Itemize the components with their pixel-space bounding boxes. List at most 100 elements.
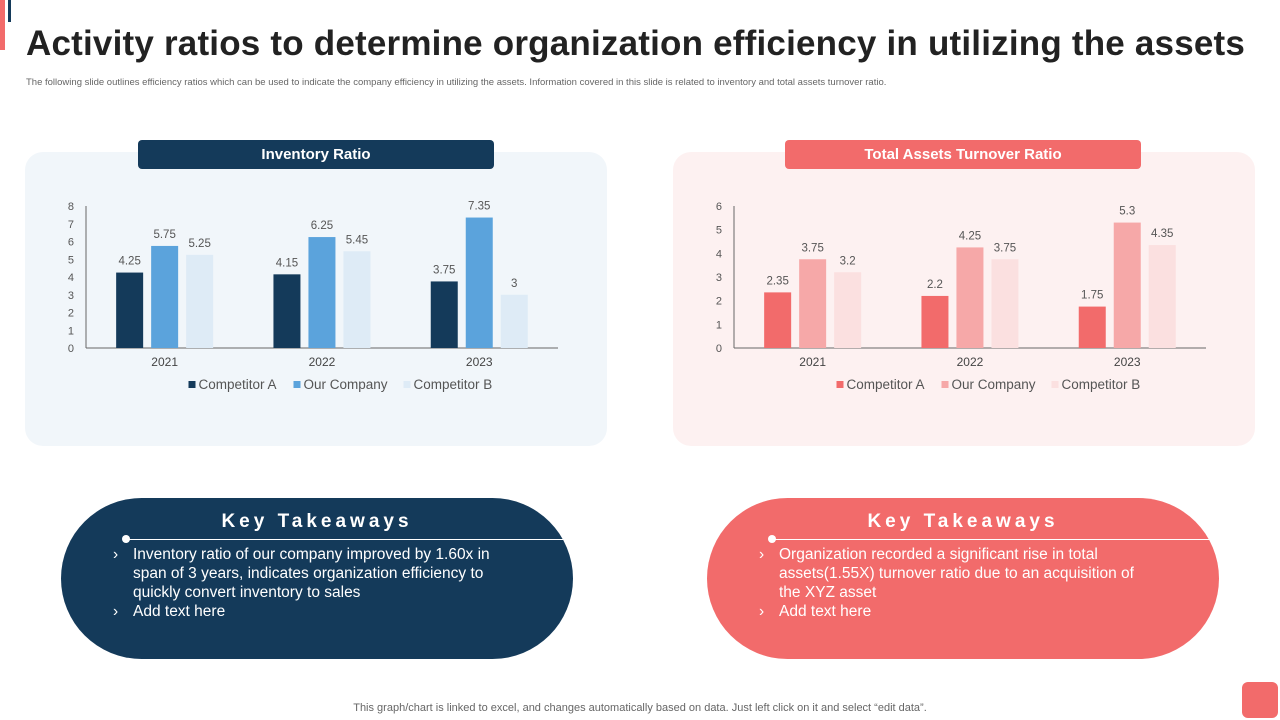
data-label: 1.75 bbox=[1081, 290, 1103, 302]
key-takeaways-title: Key Takeaways bbox=[221, 511, 413, 532]
page-title: Activity ratios to determine organizatio… bbox=[26, 24, 1246, 63]
x-tick-label: 2023 bbox=[466, 355, 493, 369]
y-tick-label: 0 bbox=[716, 343, 722, 355]
legend-swatch bbox=[941, 381, 949, 388]
takeaway-text: Add text here bbox=[133, 603, 226, 620]
chevron-right-icon: › bbox=[759, 603, 765, 620]
list-item: › Add text here bbox=[759, 602, 1159, 621]
legend-swatch bbox=[836, 381, 844, 388]
data-label: 5.45 bbox=[346, 234, 368, 246]
y-tick-label: 8 bbox=[68, 201, 74, 213]
y-tick-label: 4 bbox=[716, 248, 722, 260]
bar bbox=[500, 294, 528, 348]
takeaway-list: › Organization recorded a significant ri… bbox=[759, 545, 1159, 621]
chevron-right-icon: › bbox=[113, 603, 119, 620]
legend-label: Competitor B bbox=[414, 377, 493, 392]
bar bbox=[764, 292, 792, 348]
bar bbox=[430, 281, 458, 348]
data-label: 5.25 bbox=[188, 238, 210, 250]
divider-dot bbox=[122, 535, 130, 543]
y-tick-label: 1 bbox=[716, 319, 722, 331]
data-label: 5.3 bbox=[1119, 206, 1135, 218]
y-tick-label: 0 bbox=[68, 343, 74, 355]
chevron-right-icon: › bbox=[113, 546, 119, 563]
assets-turnover-chart[interactable]: 0 1 2 3 4 5 6 2.35 3.75 3.2 2021 2.2 4.25 3.75 2022 1.7… bbox=[673, 190, 1255, 405]
x-tick-label: 2022 bbox=[957, 355, 984, 369]
assets-turnover-title: Total Assets Turnover Ratio bbox=[785, 140, 1141, 169]
y-tick-label: 3 bbox=[68, 290, 74, 302]
takeaway-text: Organization recorded a significant rise… bbox=[779, 546, 1134, 601]
bar bbox=[116, 272, 144, 348]
bar bbox=[343, 251, 371, 348]
bar bbox=[308, 237, 336, 348]
bar bbox=[1148, 245, 1176, 348]
data-label: 6.25 bbox=[311, 220, 333, 232]
y-tick-label: 3 bbox=[716, 272, 722, 284]
key-takeaways-right: Key Takeaways › Organization recorded a … bbox=[707, 498, 1219, 659]
accent-bar-secondary bbox=[8, 0, 11, 22]
y-tick-label: 6 bbox=[68, 237, 74, 249]
y-tick-label: 6 bbox=[716, 201, 722, 213]
y-tick-label: 4 bbox=[68, 272, 74, 284]
bar bbox=[151, 245, 179, 348]
data-label: 7.35 bbox=[468, 201, 490, 213]
data-label: 3.75 bbox=[994, 242, 1016, 254]
bar bbox=[799, 259, 827, 348]
divider bbox=[125, 539, 563, 540]
y-tick-label: 1 bbox=[68, 325, 74, 337]
data-label: 3.2 bbox=[840, 255, 856, 267]
footer-note: This graph/chart is linked to excel, and… bbox=[353, 702, 927, 714]
legend-label: Competitor B bbox=[1062, 377, 1141, 392]
bar bbox=[186, 254, 214, 348]
bar bbox=[273, 274, 301, 348]
list-item: › Organization recorded a significant ri… bbox=[759, 545, 1159, 602]
data-label: 3.75 bbox=[801, 242, 823, 254]
x-tick-label: 2023 bbox=[1114, 355, 1141, 369]
y-tick-label: 5 bbox=[68, 254, 74, 266]
legend-label: Competitor A bbox=[847, 377, 925, 392]
data-label: 4.15 bbox=[276, 257, 298, 269]
legend-label: Our Company bbox=[952, 377, 1036, 392]
bar bbox=[991, 259, 1019, 348]
bar bbox=[1078, 306, 1106, 348]
data-label: 5.75 bbox=[153, 229, 175, 241]
inventory-ratio-title: Inventory Ratio bbox=[138, 140, 494, 169]
data-label: 3.75 bbox=[433, 264, 455, 276]
y-tick-label: 2 bbox=[716, 296, 722, 308]
legend-label: Our Company bbox=[304, 377, 388, 392]
accent-bar bbox=[0, 0, 5, 50]
data-label: 4.25 bbox=[118, 256, 140, 268]
takeaway-text: Inventory ratio of our company improved … bbox=[133, 546, 490, 601]
divider-dot bbox=[768, 535, 776, 543]
takeaway-text: Add text here bbox=[779, 603, 872, 620]
data-label: 3 bbox=[511, 278, 517, 290]
bar bbox=[921, 295, 949, 348]
bar bbox=[465, 217, 493, 348]
divider bbox=[771, 539, 1209, 540]
bar bbox=[956, 247, 984, 348]
takeaway-list: › Inventory ratio of our company improve… bbox=[113, 545, 513, 621]
corner-button[interactable] bbox=[1242, 682, 1278, 718]
chevron-right-icon: › bbox=[759, 546, 765, 563]
data-label: 2.2 bbox=[927, 279, 943, 291]
legend-swatch bbox=[403, 381, 411, 388]
y-tick-label: 2 bbox=[68, 308, 74, 320]
list-item: › Add text here bbox=[113, 602, 513, 621]
bar bbox=[1113, 222, 1141, 348]
legend-label: Competitor A bbox=[199, 377, 277, 392]
y-tick-label: 7 bbox=[68, 219, 74, 231]
list-item: › Inventory ratio of our company improve… bbox=[113, 545, 513, 602]
x-tick-label: 2021 bbox=[799, 355, 826, 369]
page-subtitle: The following slide outlines efficiency … bbox=[26, 77, 887, 88]
y-tick-label: 5 bbox=[716, 225, 722, 237]
bar bbox=[834, 272, 862, 348]
legend-swatch bbox=[1051, 381, 1059, 388]
key-takeaways-left: Key Takeaways › Inventory ratio of our c… bbox=[61, 498, 573, 659]
inventory-ratio-chart[interactable]: 0 1 2 3 4 5 6 7 8 4.25 5.75 5.25 2021 4.15 6.25 5.45 202… bbox=[25, 190, 607, 405]
x-tick-label: 2022 bbox=[309, 355, 336, 369]
data-label: 4.25 bbox=[959, 230, 981, 242]
legend-swatch bbox=[293, 381, 301, 388]
data-label: 4.35 bbox=[1151, 228, 1173, 240]
data-label: 2.35 bbox=[766, 275, 788, 287]
legend-swatch bbox=[188, 381, 196, 388]
